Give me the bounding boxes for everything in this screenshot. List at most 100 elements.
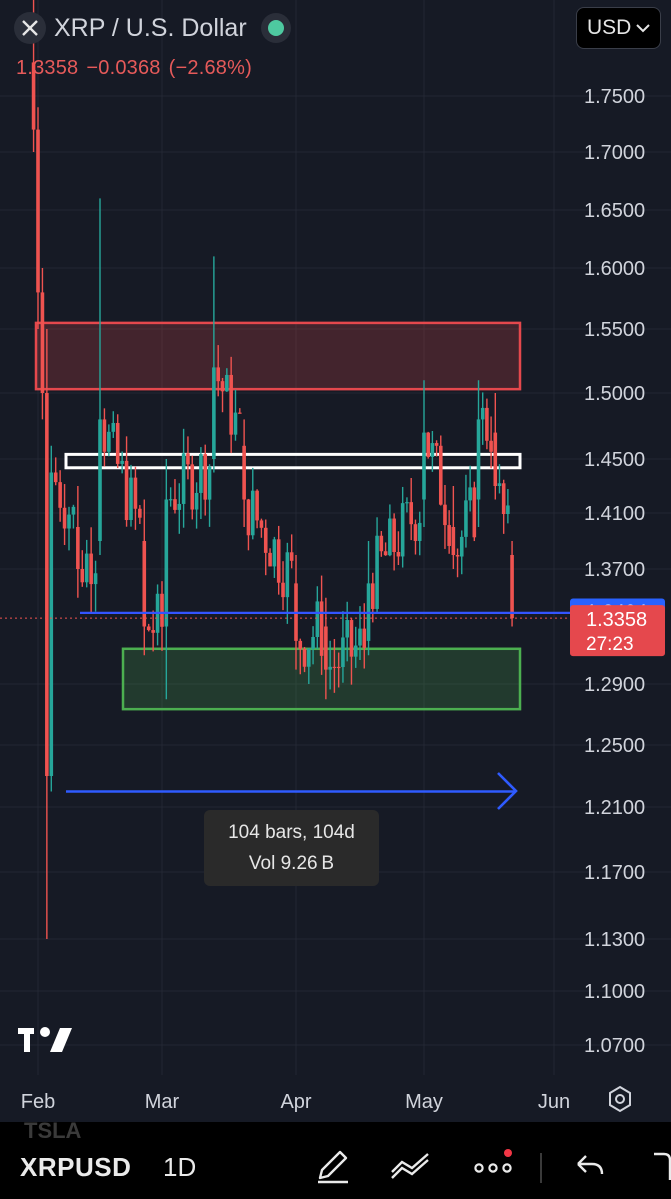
candle-body [358, 628, 362, 646]
background-symbol: TSLA [24, 1118, 82, 1143]
more-icon [474, 1149, 512, 1173]
chart-area[interactable]: 1.7500 1.7000 1.6500 1.6000 1.5500 1.5000 1.45… [0, 0, 671, 1122]
candle-body [501, 483, 506, 515]
candle-body [307, 648, 311, 667]
y-axis-label: 1.7000 [584, 142, 645, 164]
indicators-icon [391, 1153, 429, 1179]
currency-selector[interactable]: USD [576, 7, 661, 49]
candle-body [225, 374, 229, 392]
redo-icon [654, 1152, 671, 1180]
countdown-label: 27:23 [586, 634, 634, 655]
candle-body [212, 367, 216, 459]
candle-body [362, 628, 367, 648]
undo-button[interactable] [572, 1146, 606, 1191]
y-axis-label: 1.5500 [584, 319, 645, 341]
symbol-button[interactable]: XRPUSD [20, 1152, 132, 1182]
candle-body [341, 637, 345, 668]
chart-settings-button[interactable] [606, 1085, 634, 1118]
bottom-toolbar [0, 1122, 671, 1199]
candle-body [438, 445, 443, 505]
candle-body [164, 499, 169, 627]
candle-body [289, 552, 294, 561]
candle-body [497, 483, 502, 486]
candle-body [207, 466, 212, 500]
candle-body [173, 499, 177, 510]
close-icon [22, 20, 38, 36]
y-axis-label: 1.6500 [584, 200, 645, 222]
price-chart[interactable]: 1.7500 1.7000 1.6500 1.6000 1.5500 1.5000 1.45… [0, 0, 671, 1122]
price-change: −0.0368 [86, 57, 161, 79]
y-axis-label: 1.2100 [584, 797, 645, 819]
candle-body [375, 535, 379, 609]
candle-body [84, 553, 89, 583]
candle-body [177, 503, 182, 510]
candle-body [434, 443, 439, 446]
y-axis-label: 1.2500 [584, 735, 645, 757]
candle-body [120, 460, 124, 464]
candle-body [53, 472, 58, 483]
candle-body [451, 527, 456, 555]
interval-button[interactable]: 1D [163, 1152, 197, 1182]
market-status-indicator [260, 13, 291, 43]
candle-body [383, 551, 388, 556]
candle-body [388, 518, 392, 556]
candle-body [311, 637, 315, 649]
candle-body [328, 666, 332, 670]
candle-body [392, 518, 396, 553]
candle-body [506, 505, 510, 515]
y-axis-label: 1.6000 [584, 258, 645, 280]
last-price: 1.3358 [16, 57, 79, 79]
candle-body [268, 552, 272, 567]
candle-body [190, 464, 195, 510]
candle-body [151, 630, 155, 633]
price-summary: 1.3358 −0.0368 (−2.68%) [16, 57, 260, 80]
candle-body [220, 381, 225, 392]
x-axis-label: May [405, 1091, 443, 1113]
indicators-button[interactable] [388, 1146, 432, 1191]
candle-body [250, 490, 255, 536]
measure-bars: 104 bars, 104d [228, 822, 355, 843]
candle-body [102, 419, 107, 452]
candle-body [324, 626, 328, 670]
candle-body [67, 514, 71, 529]
tradingview-logo [18, 1024, 74, 1059]
y-axis-label: 1.4500 [584, 449, 645, 471]
chevron-down-icon [636, 24, 650, 33]
candle-body [233, 412, 238, 435]
candle-body [455, 555, 460, 557]
currency-label: USD [587, 16, 632, 39]
candle-body [115, 422, 120, 464]
candle-body [443, 504, 447, 526]
candle-body [430, 443, 435, 457]
candle-body [229, 374, 233, 435]
candle-body [138, 508, 142, 518]
candle-body [89, 553, 93, 585]
candle-body [142, 541, 147, 627]
draw-tool-button[interactable] [312, 1146, 352, 1191]
redo-button[interactable] [650, 1146, 671, 1191]
candle-body [349, 620, 354, 657]
candle-body [80, 569, 85, 583]
y-axis-label: 1.5000 [584, 383, 645, 405]
candle-body [31, 62, 36, 130]
candle-body [480, 407, 485, 420]
undo-icon [577, 1155, 604, 1175]
more-button[interactable] [472, 1146, 516, 1191]
y-axis-label: 1.1000 [584, 981, 645, 1003]
x-axis-label: Feb [21, 1091, 55, 1113]
candle-body [76, 527, 80, 569]
candle-body [315, 601, 320, 638]
symbol-title: XRP / U.S. Dollar [54, 13, 247, 42]
y-axis-label: 1.7500 [584, 86, 645, 108]
y-axis-label: 1.2900 [584, 674, 645, 696]
date-range-arrowhead [497, 772, 518, 810]
candle-body [259, 520, 264, 528]
candle-body [160, 593, 164, 627]
close-button[interactable] [14, 12, 46, 44]
candle-body [489, 440, 493, 452]
candle-body [58, 482, 62, 508]
candle-body [464, 500, 468, 537]
x-axis-label: Jun [538, 1091, 570, 1113]
toolbar-divider [540, 1153, 542, 1183]
x-axis-label: Mar [145, 1091, 180, 1113]
